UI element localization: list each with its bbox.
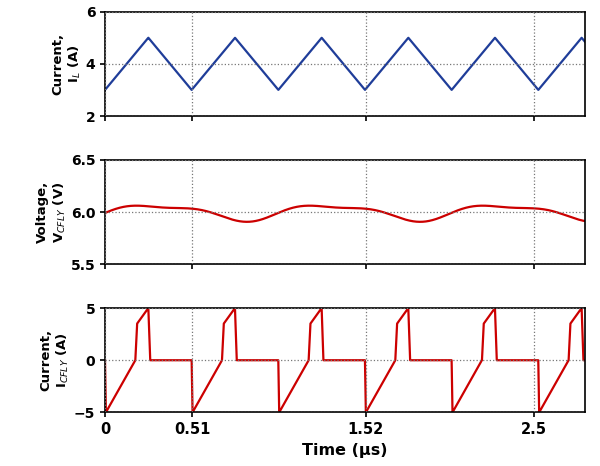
X-axis label: Time (μs): Time (μs) (302, 443, 388, 458)
Y-axis label: Current,
I$_{CFLY}$ (A): Current, I$_{CFLY}$ (A) (40, 329, 71, 391)
Y-axis label: Current,
I$_L$ (A): Current, I$_L$ (A) (51, 33, 83, 95)
Y-axis label: Voltage,
V$_{CFLY}$ (V): Voltage, V$_{CFLY}$ (V) (36, 181, 68, 243)
